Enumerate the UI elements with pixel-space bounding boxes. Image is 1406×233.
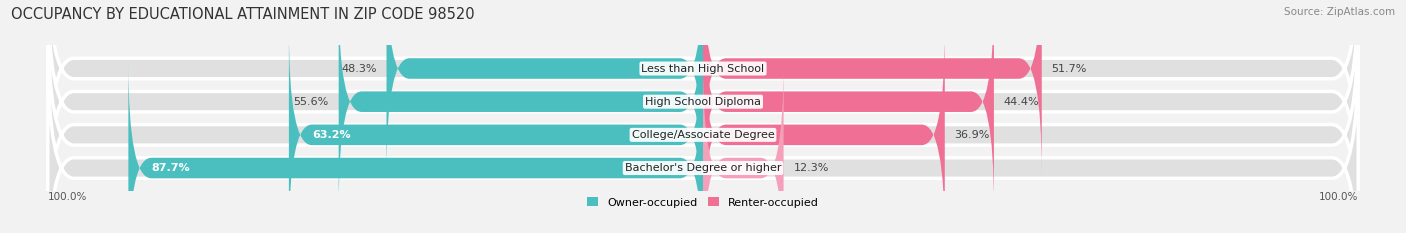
FancyBboxPatch shape: [339, 0, 703, 208]
Text: 12.3%: 12.3%: [793, 163, 828, 173]
Text: Less than High School: Less than High School: [641, 64, 765, 74]
FancyBboxPatch shape: [703, 62, 783, 233]
Text: 51.7%: 51.7%: [1052, 64, 1087, 74]
Text: 100.0%: 100.0%: [1319, 192, 1358, 202]
Text: 63.2%: 63.2%: [312, 130, 350, 140]
Text: 87.7%: 87.7%: [152, 163, 190, 173]
FancyBboxPatch shape: [128, 62, 703, 233]
FancyBboxPatch shape: [703, 0, 994, 208]
FancyBboxPatch shape: [288, 29, 703, 233]
FancyBboxPatch shape: [48, 12, 1358, 233]
Legend: Owner-occupied, Renter-occupied: Owner-occupied, Renter-occupied: [582, 193, 824, 212]
FancyBboxPatch shape: [48, 0, 1358, 191]
Text: 48.3%: 48.3%: [342, 64, 377, 74]
Text: Source: ZipAtlas.com: Source: ZipAtlas.com: [1284, 7, 1395, 17]
FancyBboxPatch shape: [703, 29, 945, 233]
FancyBboxPatch shape: [48, 46, 1358, 233]
Text: OCCUPANCY BY EDUCATIONAL ATTAINMENT IN ZIP CODE 98520: OCCUPANCY BY EDUCATIONAL ATTAINMENT IN Z…: [11, 7, 475, 22]
Text: 44.4%: 44.4%: [1004, 97, 1039, 107]
FancyBboxPatch shape: [703, 0, 1042, 174]
Text: High School Diploma: High School Diploma: [645, 97, 761, 107]
Text: College/Associate Degree: College/Associate Degree: [631, 130, 775, 140]
Text: 55.6%: 55.6%: [294, 97, 329, 107]
Text: 36.9%: 36.9%: [955, 130, 990, 140]
FancyBboxPatch shape: [48, 0, 1358, 224]
FancyBboxPatch shape: [387, 0, 703, 174]
Text: Bachelor's Degree or higher: Bachelor's Degree or higher: [624, 163, 782, 173]
Text: 100.0%: 100.0%: [48, 192, 87, 202]
